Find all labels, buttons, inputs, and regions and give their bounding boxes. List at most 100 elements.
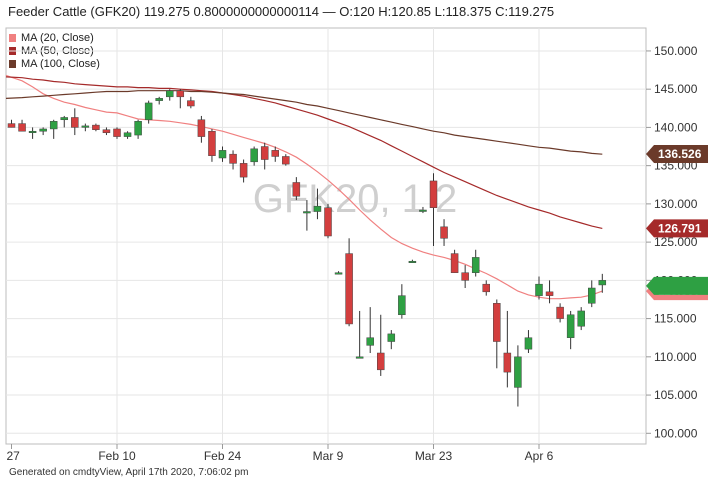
candle-body-up	[166, 90, 174, 98]
candle	[355, 310, 364, 359]
candle-body-down	[556, 306, 564, 319]
candle	[81, 123, 90, 132]
candle-body-up	[60, 117, 68, 121]
price-label-text: 136.526	[658, 147, 702, 161]
candle-body-up	[535, 283, 543, 296]
candles	[7, 89, 607, 407]
candle	[229, 150, 237, 170]
candle-body-down	[429, 180, 438, 208]
candle-body-down	[271, 150, 279, 157]
x-tick-label: Mar 23	[415, 449, 453, 463]
footer: Generated on cmdtyView, April 17th 2020,…	[9, 467, 249, 478]
candle-body-down	[482, 283, 490, 293]
candle	[461, 265, 469, 288]
candle	[113, 127, 121, 139]
candle-body-down	[113, 128, 121, 137]
candle-body-up	[250, 148, 258, 163]
legend-label-ma100: MA (100, Close)	[21, 57, 100, 70]
candle-body-down	[345, 253, 353, 325]
x-tick-label: Feb 24	[204, 449, 242, 463]
candle-body-up	[49, 121, 58, 130]
candle	[250, 146, 258, 166]
candle-body-up	[123, 132, 132, 137]
y-tick-label: 105.000	[654, 388, 698, 402]
candle-body-up	[313, 205, 322, 212]
candle	[7, 119, 16, 128]
x-tick-label: 27	[7, 449, 21, 463]
candle	[398, 284, 406, 319]
candle-body-up	[39, 128, 47, 132]
candle	[60, 115, 68, 128]
candle-body-up	[144, 102, 153, 121]
candle	[429, 173, 438, 246]
candle-body-up	[588, 287, 596, 304]
candle	[503, 310, 512, 388]
candle-body-up	[155, 98, 163, 101]
candle-body-down	[176, 90, 185, 98]
chart-title: Feeder Cattle (GFK20) 119.275 0.80000000…	[8, 4, 555, 19]
candle	[377, 314, 385, 376]
price-label-tag	[646, 219, 708, 238]
x-tick-label: Apr 6	[525, 449, 554, 463]
candle-body-up	[524, 337, 533, 350]
legend-label-ma20: MA (20, Close)	[21, 31, 94, 44]
candle-body-down	[197, 119, 206, 137]
x-tick-label: Feb 10	[98, 449, 136, 463]
price-label: 136.526	[646, 144, 708, 163]
watermark: GFK20, 1 2	[253, 177, 458, 221]
legend-item-ma100[interactable]: MA (100, Close)	[9, 57, 100, 70]
candle-body-down	[545, 291, 554, 296]
candle-body-down	[208, 130, 216, 156]
candle-body-down	[503, 352, 512, 373]
candle	[260, 142, 269, 170]
candle-body-up	[408, 260, 417, 263]
candle-body-down	[377, 352, 385, 371]
candle	[92, 123, 100, 132]
candle-body-up	[398, 295, 406, 316]
candle-body-up	[134, 121, 142, 136]
candle	[303, 200, 311, 231]
candle-body-up	[577, 310, 585, 327]
candle	[282, 154, 290, 166]
candle	[598, 273, 607, 293]
candle	[208, 128, 216, 162]
price-label-text: 126.791	[658, 221, 702, 235]
y-tick-label: 150.000	[654, 44, 698, 58]
price-label-tag	[646, 144, 708, 163]
candle	[324, 203, 332, 239]
candle	[134, 119, 142, 139]
candle	[218, 146, 227, 162]
candle	[545, 280, 554, 304]
candle	[524, 330, 533, 353]
candle	[187, 96, 195, 109]
candle	[176, 89, 185, 109]
ma-line-2	[5, 90, 603, 155]
candle	[28, 127, 37, 139]
candle-body-down	[187, 100, 195, 107]
candle-body-down	[440, 226, 448, 239]
candle-body-up	[514, 356, 522, 388]
price-label: 126.791	[646, 219, 708, 238]
candle	[471, 249, 480, 277]
price-label-tag	[646, 276, 708, 295]
candle	[71, 108, 79, 136]
candle-body-down	[260, 146, 269, 160]
candle	[155, 96, 163, 105]
candle	[334, 271, 343, 275]
candle	[197, 115, 206, 143]
y-tick-label: 130.000	[654, 197, 698, 211]
candle	[450, 249, 459, 273]
legend-item-ma20[interactable]: MA (20, Close)	[9, 31, 100, 44]
candle	[292, 177, 301, 201]
candle	[366, 307, 374, 353]
candle-body-up	[419, 209, 427, 212]
candle-body-down	[450, 253, 459, 273]
candle	[239, 159, 248, 183]
candle-body-down	[493, 303, 501, 342]
candle	[313, 188, 322, 220]
candle	[345, 238, 353, 327]
candle	[493, 299, 501, 369]
y-tick-label: 140.000	[654, 120, 698, 134]
